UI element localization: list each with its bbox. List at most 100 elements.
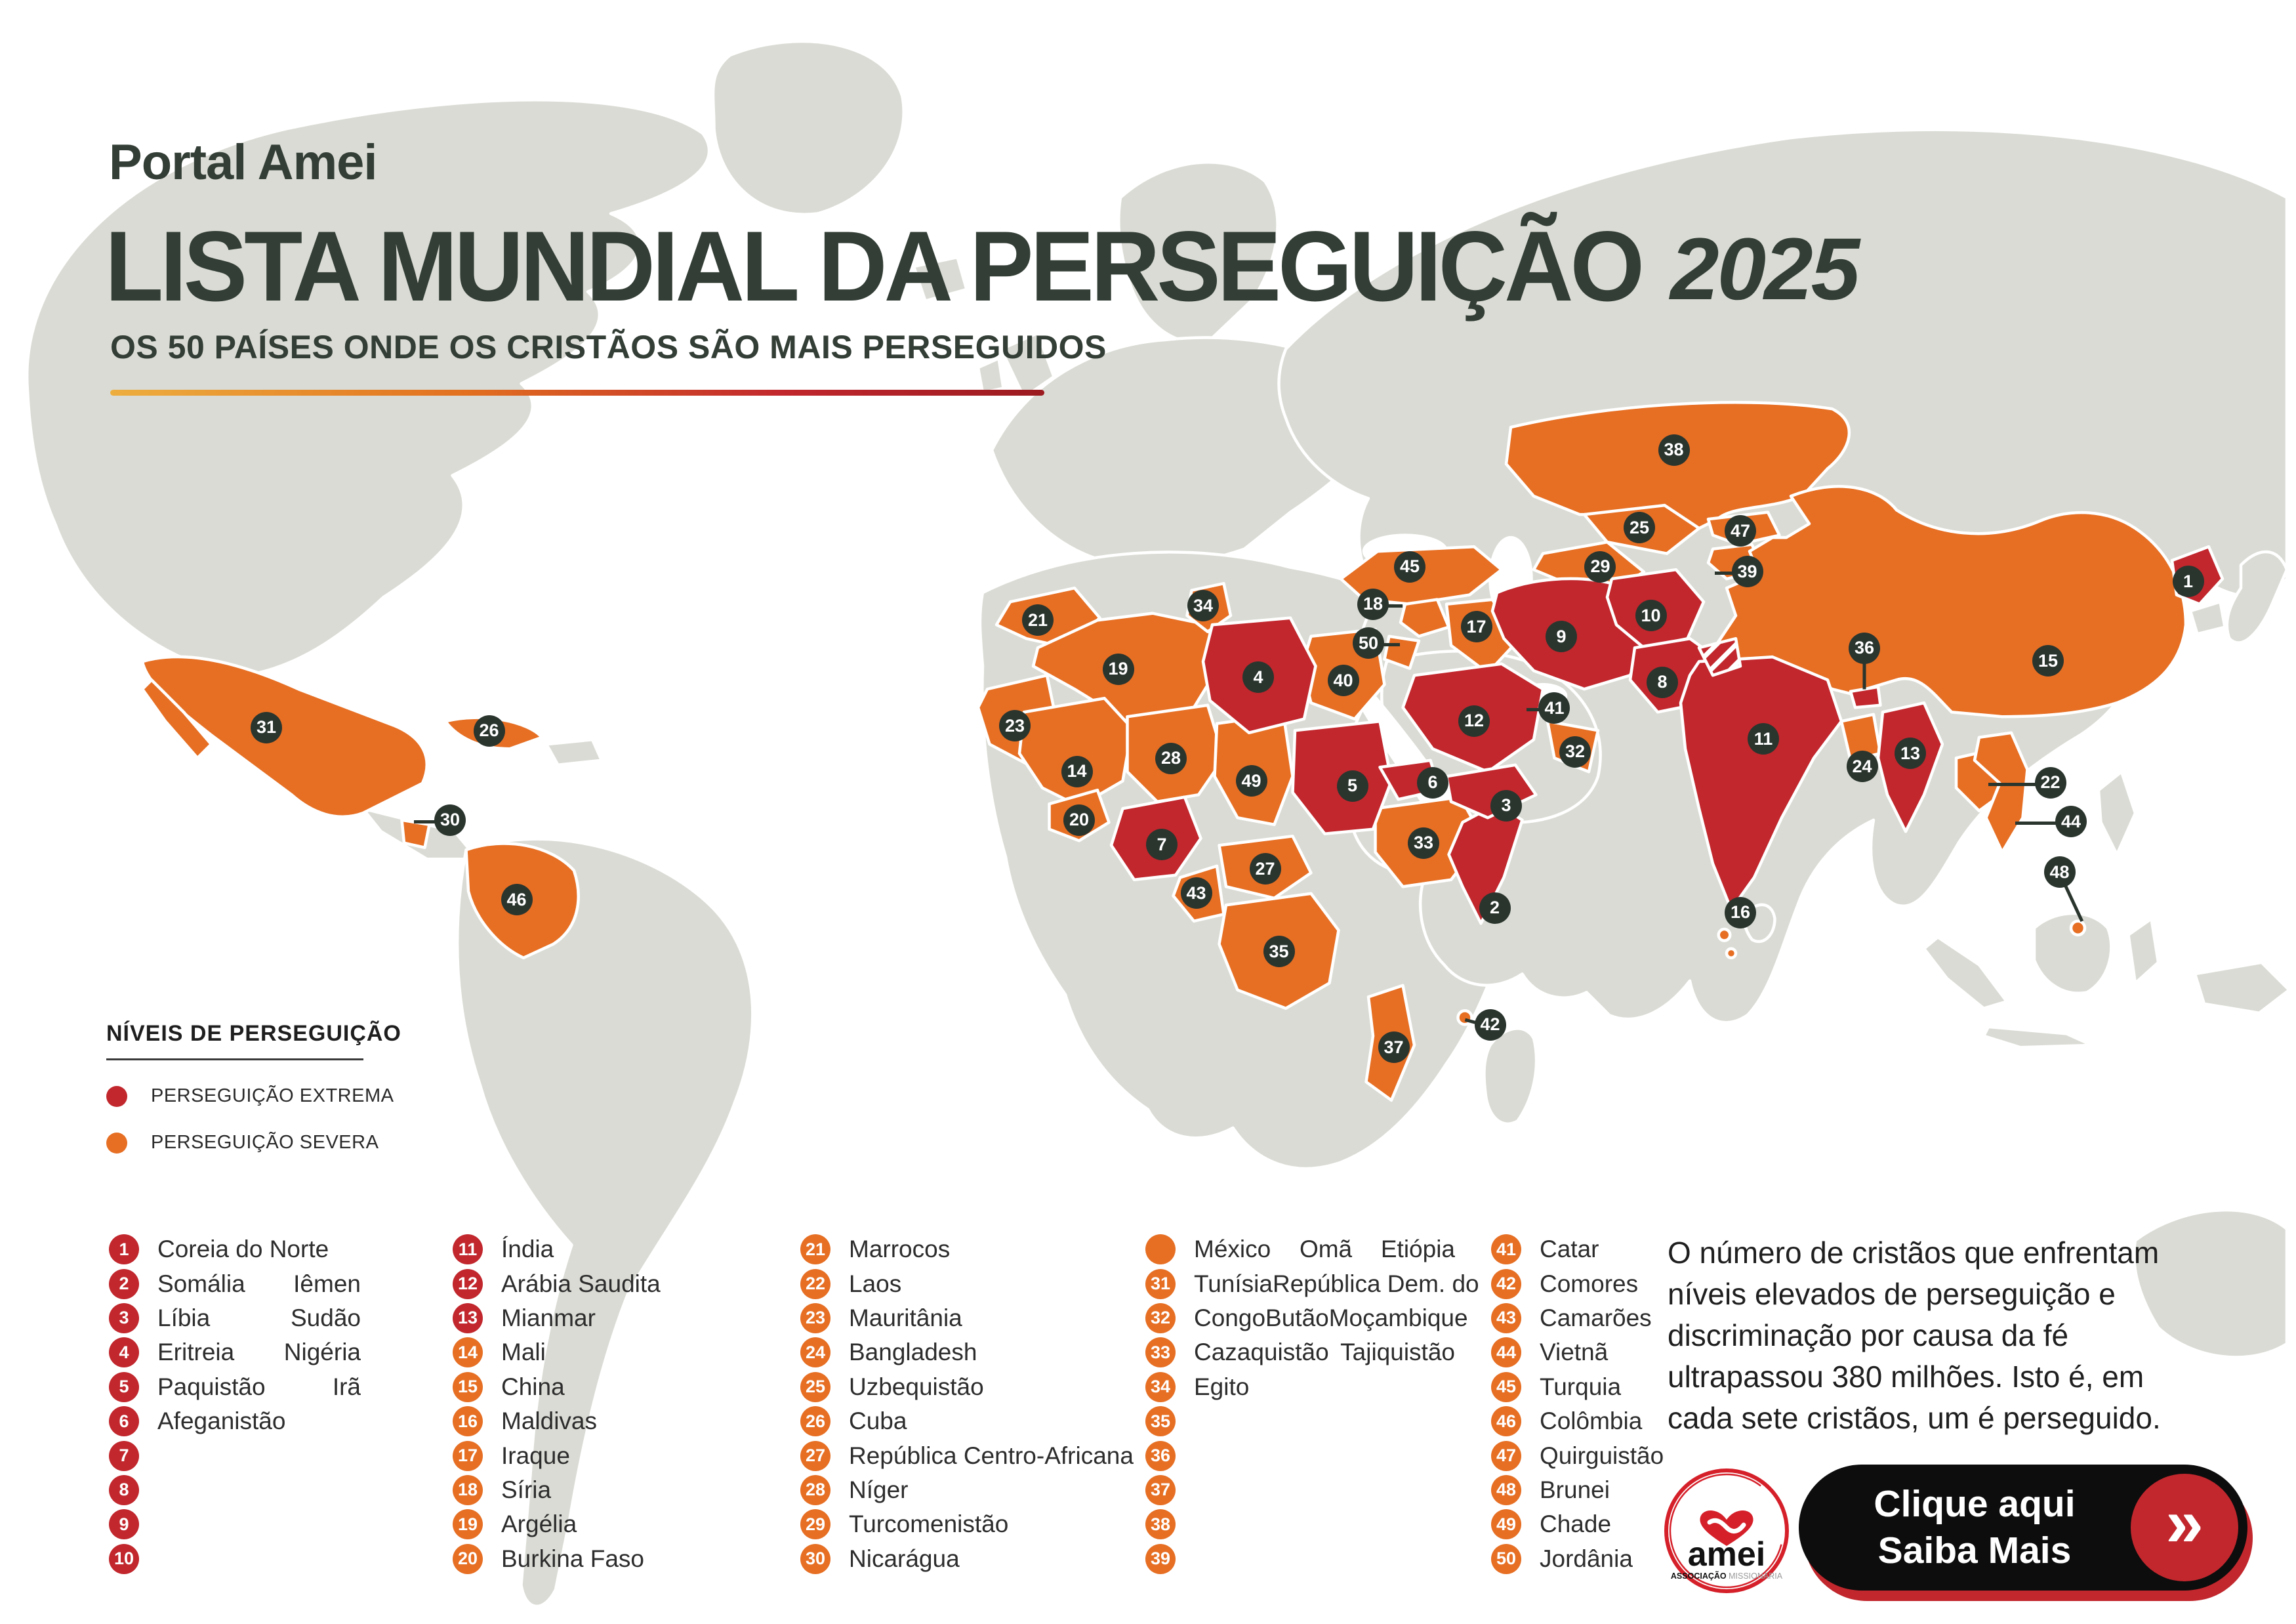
- title-year: 2025: [1670, 220, 1860, 318]
- map-marker-1: 1: [2172, 566, 2204, 598]
- rank-badge: 35: [1145, 1406, 1176, 1437]
- landmass-south-korea: [2188, 600, 2226, 636]
- rank-item: 16 Maldivas: [453, 1404, 705, 1438]
- rank-label: Mianmar: [501, 1304, 596, 1331]
- map-marker-5: 5: [1336, 770, 1368, 802]
- rank-item: 42 Comores: [1491, 1266, 1743, 1301]
- rank-label: Colômbia: [1540, 1407, 1643, 1435]
- map-marker-10: 10: [1635, 600, 1667, 632]
- map-marker-38: 38: [1658, 434, 1690, 466]
- map-marker-19: 19: [1102, 653, 1134, 685]
- map-marker-8: 8: [1647, 666, 1678, 698]
- rank-item: 8: [109, 1473, 361, 1507]
- map-marker-6: 6: [1417, 766, 1448, 799]
- rank-badge: 37: [1145, 1474, 1176, 1505]
- rank-item: 10: [109, 1542, 361, 1576]
- extreme-countries: [1109, 545, 2224, 925]
- landmass-iceland: [912, 255, 968, 302]
- rank-label: Líbia Sudão: [157, 1304, 361, 1331]
- rank-item: 38: [1145, 1507, 1455, 1541]
- rank-badge: 24: [800, 1337, 830, 1368]
- rank-badge: 31: [1145, 1268, 1176, 1299]
- rank-badge: 7: [109, 1440, 139, 1471]
- map-marker-40: 40: [1327, 665, 1359, 697]
- map-marker-24: 24: [1846, 751, 1878, 783]
- rank-label: Afeganistão: [157, 1407, 286, 1435]
- rank-badge: 42: [1491, 1268, 1521, 1299]
- map-marker-37: 37: [1378, 1031, 1410, 1064]
- rank-item: 30 Nicarágua: [800, 1542, 1131, 1576]
- map-marker-4: 4: [1242, 661, 1274, 694]
- rank-label: Uzbequistão: [849, 1373, 984, 1400]
- cta-arrow-circle[interactable]: »: [2131, 1474, 2238, 1581]
- landmass-new-guinea: [2193, 961, 2291, 1015]
- rank-badge: 9: [109, 1509, 139, 1540]
- severe-dot-icon: [106, 1132, 127, 1154]
- gradient-divider: [110, 390, 1044, 396]
- map-marker-12: 12: [1458, 705, 1490, 737]
- rank-label: Índia: [501, 1236, 554, 1263]
- marker-leader-line: [1373, 604, 1403, 608]
- country-maldives-2: [1725, 947, 1738, 960]
- legend-item-extreme: PERSEGUIÇÃO EXTREMA: [106, 1085, 401, 1107]
- rank-item: 2 Somália Iêmen: [109, 1266, 361, 1301]
- rank-column-5: 41 Catar 42 Comores 43 Camarões 44 Vietnã 45 Turq…: [1491, 1232, 1743, 1576]
- rank-badge: 1: [109, 1234, 139, 1265]
- page-subtitle: OS 50 PAÍSES ONDE OS CRISTÃOS SÃO MAIS P…: [110, 329, 1107, 365]
- rank-item: 26 Cuba: [800, 1404, 1131, 1438]
- extreme-dot-icon: [106, 1085, 127, 1107]
- rank-badge: 29: [800, 1509, 830, 1540]
- marker-leader-line: [1368, 643, 1400, 647]
- rank-badge: 15: [453, 1371, 483, 1402]
- rank-label: Bangladesh: [849, 1339, 977, 1366]
- rank-label: Iraque: [501, 1442, 570, 1469]
- country-bhutan: [1849, 685, 1882, 709]
- map-marker-15: 15: [2032, 645, 2064, 677]
- rank-label: Nicarágua: [849, 1545, 960, 1572]
- map-marker-33: 33: [1408, 827, 1439, 859]
- map-marker-45: 45: [1394, 551, 1425, 583]
- rank-column-4: México Omã Etiópia 31 Tunísia República Dem. …: [1145, 1232, 1479, 1576]
- rank-item: 47 Quirguistão: [1491, 1438, 1743, 1472]
- map-marker-47: 47: [1725, 515, 1756, 547]
- map-marker-23: 23: [999, 710, 1031, 742]
- rank-badge: 46: [1491, 1406, 1521, 1437]
- rank-item: 34 Egito: [1145, 1370, 1455, 1404]
- rank-item: 49 Chade: [1491, 1507, 1743, 1541]
- rank-badge: 39: [1145, 1543, 1176, 1574]
- region-kashmir-hatched: [1697, 636, 1742, 677]
- rank-badge: 27: [800, 1440, 830, 1471]
- rank-item: 1 Coreia do Norte: [109, 1232, 361, 1266]
- map-marker-35: 35: [1263, 936, 1295, 968]
- country-china: [1715, 484, 2188, 718]
- country-mexico-baja: [140, 678, 213, 760]
- legend: NÍVEIS DE PERSEGUIÇÃO PERSEGUIÇÃO EXTREM…: [106, 1021, 401, 1154]
- rank-label: Paquistão Irã: [157, 1373, 361, 1400]
- rank-label: Quirguistão: [1540, 1442, 1664, 1469]
- rank-item: 48 Brunei: [1491, 1473, 1743, 1507]
- page-title: LISTA MUNDIAL DA PERSEGUIÇÃO 2025: [105, 211, 1860, 322]
- rank-item: 14 Mali: [453, 1335, 705, 1369]
- rank-label: Egito: [1194, 1373, 1250, 1400]
- landmass-ireland: [976, 356, 1005, 394]
- map-marker-20: 20: [1063, 804, 1095, 836]
- rank-item: 35: [1145, 1404, 1455, 1438]
- rank-label: Vietnã: [1540, 1339, 1609, 1366]
- map-marker-34: 34: [1187, 590, 1219, 622]
- rank-item: 32 Congo Butão Moçambique: [1145, 1301, 1468, 1335]
- legend-item-severe: PERSEGUIÇÃO SEVERA: [106, 1132, 401, 1154]
- rank-badge: 45: [1491, 1371, 1521, 1402]
- brand-title: Portal Amei: [109, 135, 378, 190]
- rank-badge: 50: [1491, 1543, 1521, 1574]
- rank-column-3: 21 Marrocos 22 Laos 23 Mauritânia 24 Bangladesh…: [800, 1232, 1134, 1576]
- amei-logo: amei ASSOCIAÇÃO MISSIONÁRIA: [1661, 1462, 1792, 1600]
- country-maldives-1: [1717, 927, 1732, 942]
- map-marker-41: 41: [1527, 692, 1570, 724]
- rank-label: México Omã Etiópia: [1194, 1236, 1455, 1263]
- rank-label: Síria: [501, 1476, 552, 1503]
- saiba-mais-button[interactable]: Clique aqui Saiba Mais »: [1799, 1465, 2247, 1591]
- rank-label: Brunei: [1540, 1476, 1610, 1503]
- rank-label: Jordânia: [1540, 1545, 1633, 1572]
- landmass-sumatra: [1922, 936, 2009, 1010]
- rank-item: 18 Síria: [453, 1473, 705, 1507]
